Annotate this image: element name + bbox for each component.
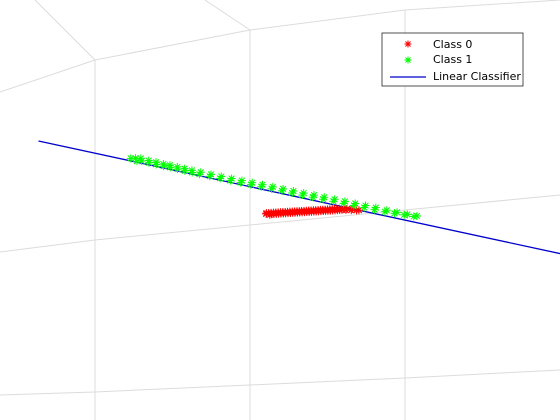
class1-point-14 [173,162,182,171]
grid-line-0 [34,0,96,61]
class1-point-24 [217,172,226,181]
grid-line-5 [0,59,96,93]
class1-point-60 [403,210,412,219]
grid-line-9 [0,239,96,253]
class1-point-28 [237,176,246,185]
legend-marker-class0 [404,40,412,48]
grid-line-1 [204,0,251,31]
class1-point-30 [248,178,257,187]
class1-point-10 [159,160,168,168]
grid-line-14 [94,384,251,393]
legend-star-class0 [404,40,412,48]
class1-point-62 [413,211,421,220]
class1-point-8 [152,158,161,167]
class1-point-40 [299,189,308,198]
class0-point-67 [342,204,351,213]
class1-point-38 [289,187,298,195]
legend-star-class1 [404,56,412,64]
class1-point-6 [144,156,153,165]
class1-point-58 [393,208,402,217]
class1-point-4 [136,154,145,163]
class1-point-12 [166,161,174,170]
class1-point-26 [227,174,236,183]
grid-line-12 [404,194,560,211]
class0-point-71 [354,206,363,215]
class1-point-48 [340,197,349,206]
class0-points [262,204,363,219]
grid-line-11 [249,209,406,226]
legend-label-class1: Class 1 [433,53,472,66]
grid-line-16 [404,369,560,379]
class1-point-36 [279,184,288,193]
class1-point-18 [187,166,196,175]
class1-point-50 [351,199,360,208]
class1-point-54 [371,203,380,212]
grid-line-15 [249,377,406,386]
legend-label-classifier: Linear Classifier [433,70,521,83]
class1-point-32 [258,180,267,189]
class1-point-20 [196,168,205,177]
grid-line-7 [249,9,406,31]
grid-line-13 [0,391,96,396]
grid-line-6 [94,29,251,61]
class1-point-56 [382,206,391,215]
class1-point-22 [207,170,215,179]
legend-marker-class1 [404,56,412,64]
class1-point-34 [268,182,277,191]
class1-point-46 [330,195,339,204]
class1-point-42 [310,191,318,200]
grid-line-8 [404,0,560,11]
legend: Class 0 Class 1 Linear Classifier [381,32,524,87]
class1-points [126,154,421,221]
class1-point-44 [320,193,329,202]
legend-label-class0: Class 0 [433,38,472,51]
class1-point-16 [180,164,189,173]
grid-line-10 [94,224,251,241]
class1-point-52 [361,201,370,210]
